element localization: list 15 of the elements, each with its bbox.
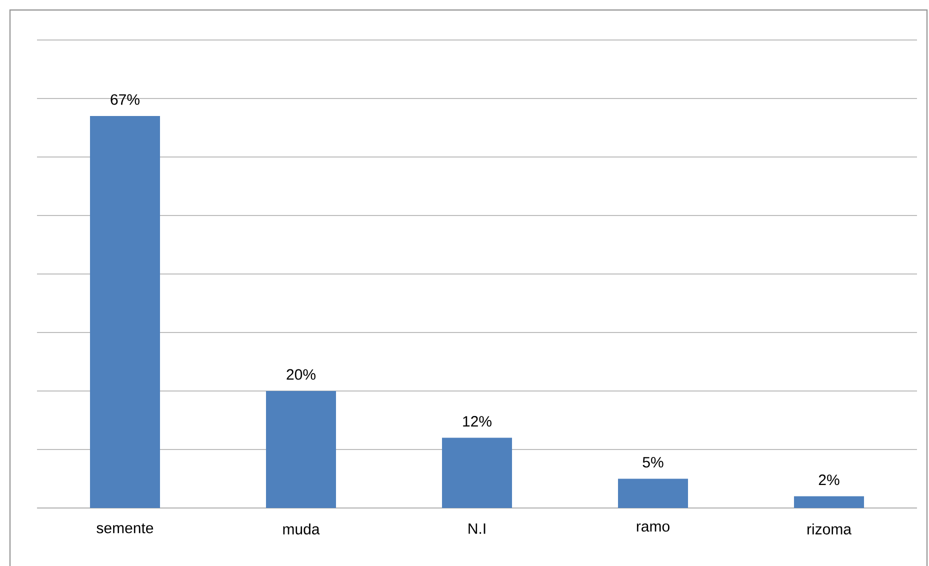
x-tick-label: ramo <box>636 523 670 532</box>
data-label: 12% <box>463 416 492 427</box>
x-tick-label: N.I <box>468 523 486 534</box>
bar <box>794 496 864 508</box>
bar <box>442 438 512 508</box>
data-label: 5% <box>642 457 664 468</box>
x-tick-label: semente <box>96 523 154 534</box>
bar <box>618 478 688 508</box>
x-tick-label: muda <box>283 523 320 534</box>
x-tick-label: rizoma <box>808 523 852 534</box>
data-label: 20% <box>286 369 316 380</box>
data-label: 2% <box>818 474 840 486</box>
data-label: 67% <box>110 94 140 105</box>
bar <box>90 116 160 508</box>
bar <box>266 391 336 508</box>
